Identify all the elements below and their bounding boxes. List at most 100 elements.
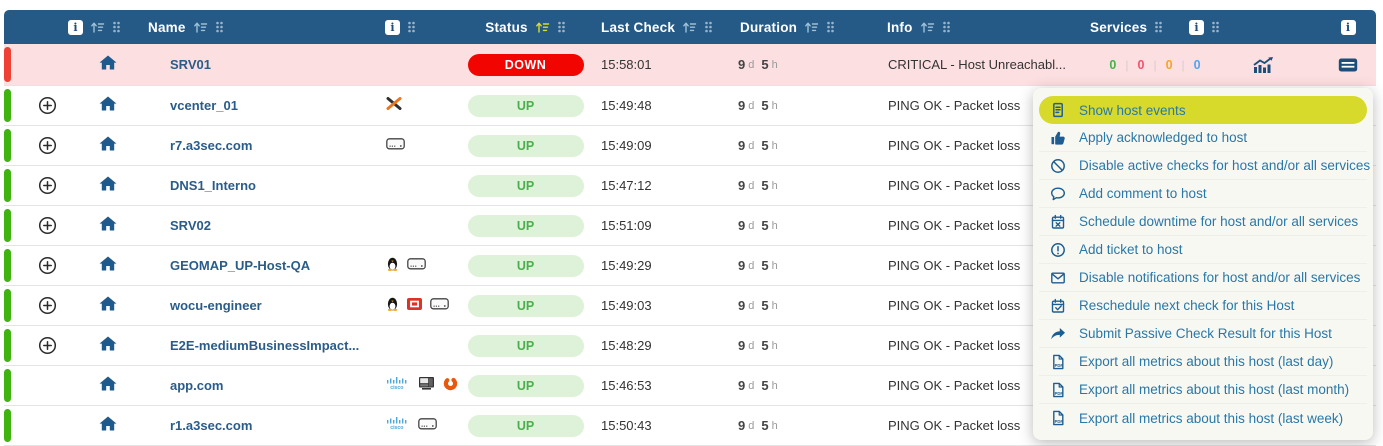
duration-value: 5 <box>761 57 769 72</box>
context-menu-item[interactable]: Show host events <box>1039 96 1367 124</box>
host-name-link[interactable]: SRV01 <box>170 57 211 72</box>
host-name-link[interactable]: app.com <box>170 378 224 393</box>
expand-row-button[interactable] <box>38 96 57 115</box>
linux-icon <box>386 296 399 316</box>
sort-icon[interactable] <box>193 21 208 34</box>
last-check-cell: 15:49:09 <box>593 126 708 165</box>
context-menu-item-label: Apply acknowledged to host <box>1079 130 1248 145</box>
context-menu-item[interactable]: Schedule downtime for host and/or all se… <box>1039 208 1367 236</box>
svg-text:cisco: cisco <box>390 425 403 430</box>
context-menu-item[interactable]: PDF Export all metrics about this host (l… <box>1039 404 1367 432</box>
services-count-ok[interactable]: 0 <box>1109 57 1117 72</box>
host-state-strip <box>4 209 11 242</box>
host-name-link[interactable]: wocu-engineer <box>170 298 262 313</box>
chart-cell <box>1220 44 1307 85</box>
expand-row-button[interactable] <box>38 296 57 315</box>
services-cell: 0 | 0 | 0 | 0 <box>1090 44 1220 85</box>
info-badge-icon[interactable]: i <box>1340 19 1356 35</box>
expand-cell <box>11 406 75 445</box>
context-menu-item[interactable]: Disable notifications for host and/or al… <box>1039 264 1367 292</box>
host-name-link[interactable]: DNS1_Interno <box>170 178 256 193</box>
os-icons-cell <box>380 126 458 165</box>
drag-handle-icon[interactable] <box>942 20 951 34</box>
home-icon <box>99 55 117 75</box>
duration-value: 9 <box>738 418 746 433</box>
row-context-menu-button[interactable] <box>1338 57 1358 73</box>
drive-icon <box>430 297 449 315</box>
sort-icon[interactable] <box>682 21 697 34</box>
info-text: CRITICAL - Host Unreachabl... <box>888 57 1066 72</box>
info-text: PING OK - Packet loss <box>888 418 1021 433</box>
drag-handle-icon[interactable] <box>112 20 121 34</box>
context-menu-item[interactable]: Add ticket to host <box>1039 236 1367 264</box>
status-cell: UP <box>458 406 593 445</box>
info-text: PING OK - Packet loss <box>888 138 1021 153</box>
metrics-chart-button[interactable] <box>1252 56 1276 74</box>
expand-row-button[interactable] <box>38 176 57 195</box>
drag-handle-icon[interactable] <box>1154 20 1163 34</box>
duration-value: 9 <box>738 258 746 273</box>
svg-text:PDF: PDF <box>1055 419 1064 424</box>
drag-handle-icon[interactable] <box>826 20 835 34</box>
host-type-cell <box>75 44 140 85</box>
host-name-link[interactable]: E2E-mediumBusinessImpact... <box>170 338 360 353</box>
info-badge-icon[interactable]: i <box>385 19 400 35</box>
duration-unit: h <box>771 58 778 71</box>
info-text: PING OK - Packet loss <box>888 378 1021 393</box>
services-count-unknown[interactable]: 0 <box>1193 57 1201 72</box>
home-icon <box>99 256 117 276</box>
expand-row-button[interactable] <box>38 216 57 235</box>
context-menu-item[interactable]: Add comment to host <box>1039 180 1367 208</box>
host-name-link[interactable]: vcenter_01 <box>170 98 238 113</box>
drag-handle-icon[interactable] <box>1211 20 1220 34</box>
drag-handle-icon[interactable] <box>215 20 224 34</box>
host-name-link[interactable]: SRV02 <box>170 218 211 233</box>
expand-cell <box>11 126 75 165</box>
expand-row-button[interactable] <box>38 336 57 355</box>
context-menu-item[interactable]: PDF Export all metrics about this host (l… <box>1039 348 1367 376</box>
services-count-warning[interactable]: 0 <box>1165 57 1173 72</box>
info-badge-icon[interactable]: i <box>1189 19 1204 35</box>
host-name-link[interactable]: r1.a3sec.com <box>170 418 253 433</box>
last-check-value: 15:49:03 <box>601 298 652 313</box>
home-icon <box>99 336 117 356</box>
last-check-value: 15:48:29 <box>601 338 652 353</box>
drag-handle-icon[interactable] <box>557 20 566 34</box>
duration-value: 9 <box>738 138 746 153</box>
hosts-table: i Name i Status Last Check Duration <box>4 10 1376 446</box>
host-name-link[interactable]: r7.a3sec.com <box>170 138 253 153</box>
sort-icon[interactable] <box>920 21 935 34</box>
context-menu-item-label: Export all metrics about this host (last… <box>1079 354 1334 369</box>
last-check-value: 15:46:53 <box>601 378 652 393</box>
info-badge-icon[interactable]: i <box>68 19 83 35</box>
sort-icon[interactable] <box>804 21 819 34</box>
expand-row-button[interactable] <box>38 256 57 275</box>
swirl-icon <box>443 376 458 396</box>
context-menu-item[interactable]: Apply acknowledged to host <box>1039 124 1367 152</box>
context-menu-item[interactable]: Disable active checks for host and/or al… <box>1039 152 1370 180</box>
status-cell: UP <box>458 86 593 125</box>
name-cell: app.com <box>140 366 380 405</box>
services-count-critical[interactable]: 0 <box>1137 57 1145 72</box>
context-menu-item[interactable]: Reschedule next check for this Host <box>1039 292 1367 320</box>
expand-row-button[interactable] <box>38 136 57 155</box>
context-menu-item-label: Export all metrics about this host (last… <box>1079 410 1344 426</box>
context-menu-item[interactable]: Submit Passive Check Result for this Hos… <box>1039 320 1367 348</box>
file-pdf-icon: PDF <box>1049 410 1067 426</box>
duration-value: 5 <box>761 138 769 153</box>
duration-unit: d <box>748 259 755 272</box>
host-name-link[interactable]: GEOMAP_UP-Host-QA <box>170 258 311 273</box>
header-status-column: Status <box>458 10 593 44</box>
drag-handle-icon[interactable] <box>704 20 713 34</box>
fortinet-icon <box>407 297 422 315</box>
drag-handle-icon[interactable] <box>407 20 416 34</box>
calendar-x-icon <box>1049 214 1067 230</box>
status-cell: UP <box>458 206 593 245</box>
sort-icon[interactable] <box>90 21 105 34</box>
context-menu-item[interactable]: PDF Export all metrics about this host (l… <box>1039 376 1367 404</box>
sort-active-icon[interactable] <box>535 21 550 34</box>
